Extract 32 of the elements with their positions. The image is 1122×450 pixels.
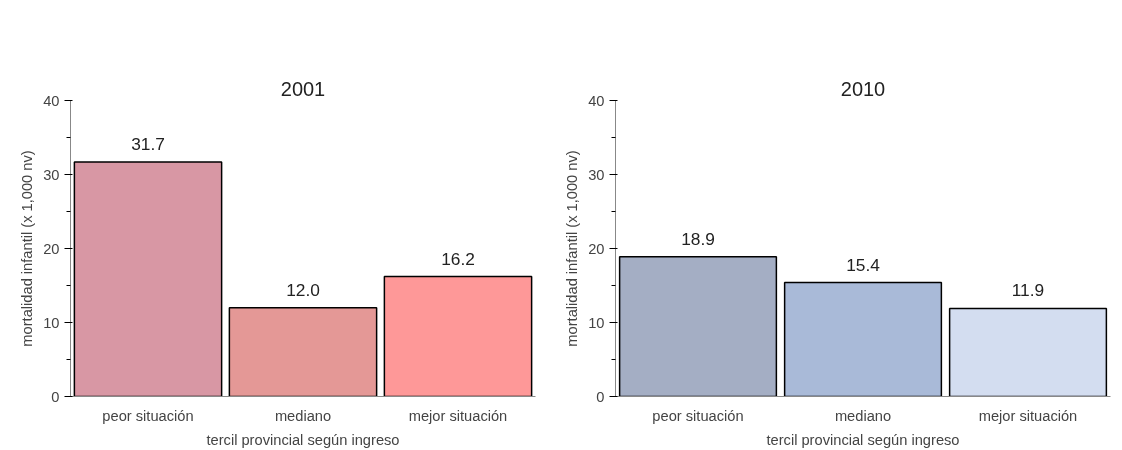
bar <box>383 275 533 397</box>
chart-title: 2001 <box>280 77 326 100</box>
x-tick-label: mejor situación <box>978 407 1078 424</box>
data-label: 18.9 <box>681 228 715 249</box>
data-label: 15.4 <box>846 254 881 275</box>
y-tick-label: 30 <box>43 166 60 183</box>
y-tick-label: 0 <box>596 388 605 405</box>
data-label: 12.0 <box>286 279 320 300</box>
data-label: 11.9 <box>1011 280 1045 301</box>
y-tick-label: 10 <box>588 314 605 331</box>
y-tick-label: 10 <box>43 314 60 331</box>
x-tick-label: mejor situación <box>408 407 508 424</box>
x-axis-title: tercil provincial según ingreso <box>206 431 400 448</box>
bar <box>228 306 378 397</box>
x-tick-label: peor situación <box>102 407 194 424</box>
bar <box>783 281 943 397</box>
bar <box>948 307 1108 397</box>
y-tick-label: 20 <box>43 240 60 257</box>
y-axis-title: mortalidad infantil (x 1,000 nv) <box>19 150 36 347</box>
x-tick-label: peor situación <box>652 407 744 424</box>
y-tick-label: 40 <box>43 92 60 109</box>
y-tick-label: 0 <box>51 388 60 405</box>
chart-title: 2010 <box>840 77 886 100</box>
y-axis-title: mortalidad infantil (x 1,000 nv) <box>564 150 581 347</box>
x-tick-label: mediano <box>274 407 332 424</box>
x-axis-title: tercil provincial según ingreso <box>766 431 960 448</box>
y-tick-label: 20 <box>588 240 605 257</box>
y-tick-label: 40 <box>588 92 605 109</box>
y-tick-label: 30 <box>588 166 605 183</box>
data-label: 31.7 <box>131 133 165 154</box>
data-label: 16.2 <box>441 248 475 269</box>
x-tick-label: mediano <box>834 407 892 424</box>
